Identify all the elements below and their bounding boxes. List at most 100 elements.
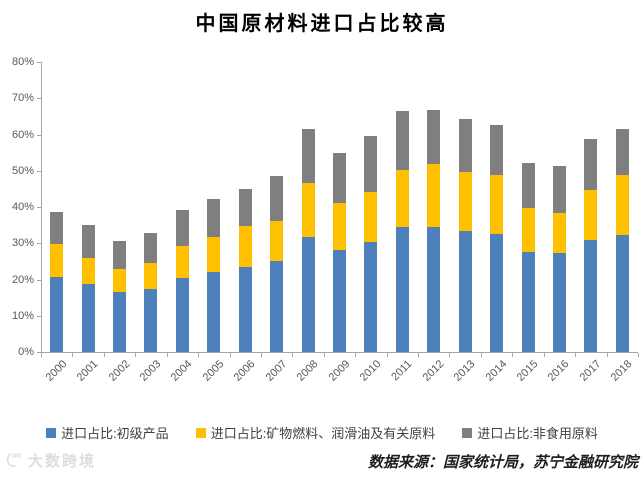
x-axis-tick bbox=[72, 353, 74, 357]
y-axis-label: 60% bbox=[11, 128, 34, 141]
bar-segment-nonedible-raw bbox=[521, 162, 535, 209]
x-axis-label: 2004 bbox=[169, 358, 195, 384]
x-axis-label: 2013 bbox=[451, 358, 478, 384]
bar-segment-nonedible-raw bbox=[50, 211, 64, 244]
source-note: 数据来源：国家统计局，苏宁金融研究院 bbox=[367, 455, 638, 471]
bar-segment-primary-products bbox=[490, 233, 504, 352]
bar-segment-primary-products bbox=[458, 231, 472, 352]
x-axis-tick bbox=[386, 353, 388, 357]
x-axis-tick bbox=[418, 353, 420, 357]
bar-segment-nonedible-raw bbox=[364, 135, 378, 192]
bar-segment-nonedible-raw bbox=[584, 139, 598, 190]
y-axis-tick bbox=[37, 170, 41, 172]
x-axis-tick bbox=[355, 353, 357, 357]
x-axis-label: 2006 bbox=[231, 358, 258, 384]
x-axis-tick bbox=[103, 353, 105, 357]
bar-segment-primary-products bbox=[50, 277, 64, 352]
y-axis-label: 30% bbox=[11, 237, 34, 250]
legend-label-nonedible-raw: 进口占比:非食用原料 bbox=[477, 426, 598, 441]
legend-item-primary-products: 进口占比:初级产品 bbox=[46, 423, 169, 442]
x-axis-tick bbox=[543, 353, 545, 357]
bar-segment-primary-products bbox=[144, 288, 158, 352]
x-axis-tick bbox=[638, 353, 639, 357]
x-axis-label: 2015 bbox=[514, 358, 541, 384]
bar-segment-nonedible-raw bbox=[615, 129, 629, 176]
y-axis-label: 20% bbox=[11, 273, 34, 286]
x-axis-label: 2018 bbox=[608, 358, 635, 384]
bar-segment-mineral-fuels bbox=[490, 174, 504, 234]
bar-segment-mineral-fuels bbox=[113, 268, 127, 293]
x-axis-label: 2000 bbox=[43, 358, 70, 384]
x-axis-tick bbox=[166, 353, 168, 357]
x-axis-label: 2014 bbox=[483, 358, 510, 384]
bar-segment-mineral-fuels bbox=[81, 258, 95, 284]
bar-segment-mineral-fuels bbox=[270, 220, 284, 261]
bar-segment-nonedible-raw bbox=[144, 232, 158, 263]
bar-segment-nonedible-raw bbox=[81, 225, 95, 259]
x-axis-label: 2002 bbox=[106, 358, 133, 384]
y-axis-line bbox=[41, 62, 42, 353]
bar-segment-primary-products bbox=[175, 277, 189, 352]
watermark-text: 大数跨境 bbox=[28, 453, 97, 470]
legend-swatch-gray-icon bbox=[462, 427, 473, 438]
bar-segment-mineral-fuels bbox=[458, 171, 472, 232]
x-axis-label: 2010 bbox=[357, 358, 384, 384]
bar-segment-primary-products bbox=[113, 292, 127, 352]
bar-segment-mineral-fuels bbox=[584, 189, 598, 240]
x-axis-tick bbox=[575, 353, 577, 357]
x-axis-tick bbox=[229, 353, 231, 357]
bar-segment-mineral-fuels bbox=[395, 169, 409, 228]
x-axis-tick bbox=[449, 353, 451, 357]
y-axis-tick bbox=[37, 243, 41, 245]
x-axis-tick bbox=[198, 353, 200, 357]
y-axis-label: 70% bbox=[11, 92, 34, 105]
bar-segment-mineral-fuels bbox=[238, 225, 252, 267]
bar-segment-nonedible-raw bbox=[490, 125, 504, 175]
bar-segment-primary-products bbox=[207, 272, 221, 352]
bar-segment-nonedible-raw bbox=[270, 176, 284, 221]
x-axis-label: 2012 bbox=[420, 358, 447, 384]
bar-segment-nonedible-raw bbox=[427, 109, 441, 165]
y-axis-label: 40% bbox=[11, 201, 34, 213]
legend-item-mineral-fuels: 进口占比:矿物燃料、润滑油及有关原料 bbox=[195, 423, 436, 442]
y-axis-tick bbox=[37, 98, 41, 100]
bar-segment-primary-products bbox=[333, 249, 346, 352]
x-axis-label: 2011 bbox=[389, 358, 415, 384]
x-axis-tick bbox=[323, 353, 325, 357]
x-axis-label: 2003 bbox=[137, 358, 164, 384]
legend-swatch-yellow-icon bbox=[195, 427, 206, 438]
y-axis-label: 50% bbox=[11, 164, 34, 177]
x-axis-tick bbox=[480, 353, 482, 357]
bar-segment-nonedible-raw bbox=[301, 129, 315, 183]
bar-segment-primary-products bbox=[270, 260, 284, 352]
x-axis-label: 2005 bbox=[200, 358, 227, 384]
x-axis-tick bbox=[606, 353, 608, 357]
y-axis-label: 10% bbox=[11, 309, 34, 322]
bar-segment-mineral-fuels bbox=[615, 175, 629, 236]
bar-segment-primary-products bbox=[427, 226, 441, 352]
x-axis-label: 2009 bbox=[326, 358, 352, 384]
bar-segment-nonedible-raw bbox=[175, 209, 189, 246]
bar-segment-mineral-fuels bbox=[552, 212, 566, 254]
x-axis-tick bbox=[292, 353, 294, 357]
legend-item-nonedible-raw: 进口占比:非食用原料 bbox=[462, 423, 598, 442]
bar-segment-nonedible-raw bbox=[238, 188, 252, 226]
bar-segment-mineral-fuels bbox=[207, 237, 221, 273]
bar-segment-primary-products bbox=[81, 283, 95, 352]
y-axis-tick bbox=[37, 134, 41, 136]
legend: 进口占比:初级产品 进口占比:矿物燃料、润滑油及有关原料 进口占比:非食用原料 bbox=[0, 423, 644, 442]
bar-segment-nonedible-raw bbox=[395, 110, 409, 170]
bar-segment-nonedible-raw bbox=[552, 166, 566, 213]
bar-segment-primary-products bbox=[521, 251, 535, 352]
bar-segment-mineral-fuels bbox=[521, 208, 535, 252]
bar-segment-primary-products bbox=[301, 237, 315, 352]
bar-segment-primary-products bbox=[584, 239, 598, 352]
y-axis-tick bbox=[37, 352, 41, 353]
bar-segment-primary-products bbox=[395, 227, 409, 352]
bar-segment-mineral-fuels bbox=[144, 262, 158, 289]
y-axis-label: 80% bbox=[11, 56, 34, 68]
x-axis-tick bbox=[260, 353, 262, 357]
x-axis-label: 2017 bbox=[577, 358, 604, 384]
legend-label-mineral-fuels: 进口占比:矿物燃料、润滑油及有关原料 bbox=[210, 426, 436, 441]
bar-segment-nonedible-raw bbox=[207, 198, 221, 238]
